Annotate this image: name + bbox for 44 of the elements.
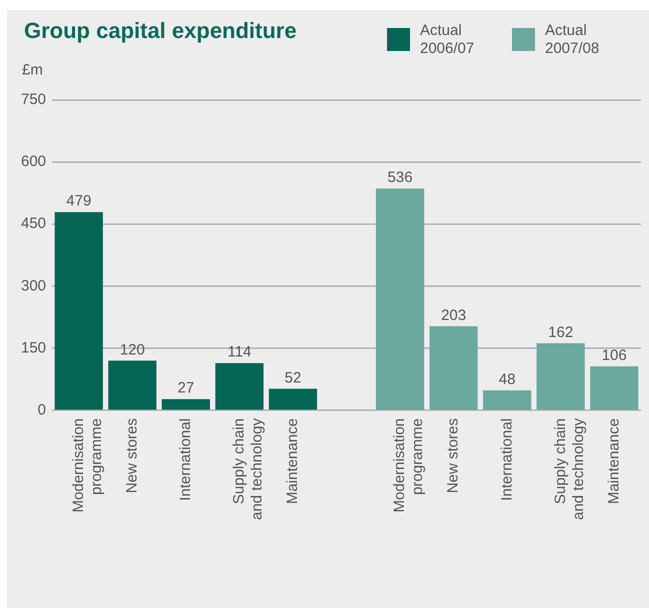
y-axis-title: £m — [22, 62, 43, 79]
y-tick-label: 750 — [20, 91, 46, 108]
category-label: programme — [88, 418, 105, 495]
bar — [108, 360, 156, 410]
legend-label: Actual 2007/08 — [545, 22, 600, 58]
data-label: 479 — [66, 192, 92, 210]
bar — [430, 326, 478, 410]
x-tick-label: Maintenance — [605, 418, 622, 504]
y-tick-label: 0 — [38, 401, 46, 418]
category-label: Supply chain — [552, 418, 569, 504]
x-tick-label: Maintenance — [284, 418, 302, 504]
y-tick-label: 600 — [20, 153, 46, 170]
x-tick-label: International — [177, 418, 194, 501]
category-label: and technology — [248, 418, 266, 520]
y-tick-label: 150 — [20, 339, 46, 356]
bar — [268, 388, 318, 410]
bar — [376, 188, 424, 410]
data-label: 162 — [548, 324, 574, 341]
x-tick-label: New stores — [123, 418, 140, 494]
bar — [590, 366, 638, 410]
data-label: 27 — [178, 380, 194, 397]
bar — [483, 390, 532, 410]
data-label: 114 — [227, 344, 252, 361]
data-label: 203 — [441, 306, 466, 324]
category-label: Modernisation — [391, 418, 408, 512]
bar — [54, 212, 103, 410]
chart-title: Group capital expenditure — [24, 18, 297, 44]
category-label: Modernisation — [70, 418, 87, 512]
bar — [536, 343, 585, 410]
data-label: 48 — [498, 371, 516, 388]
data-label: 536 — [388, 169, 413, 186]
bar — [162, 399, 210, 410]
category-label: programme — [409, 418, 426, 495]
x-tick-label: International — [498, 418, 516, 501]
legend-label: Actual 2006/07 — [420, 22, 476, 58]
data-label: 52 — [284, 369, 302, 386]
category-label: Supply chain — [230, 418, 248, 504]
data-label: 106 — [602, 347, 627, 364]
y-tick-label: 300 — [20, 277, 46, 294]
category-label: and technology — [570, 418, 587, 520]
bar — [215, 363, 264, 410]
y-tick-label: 450 — [20, 215, 46, 232]
x-tick-label: New stores — [444, 418, 462, 494]
data-label: 120 — [120, 341, 145, 358]
